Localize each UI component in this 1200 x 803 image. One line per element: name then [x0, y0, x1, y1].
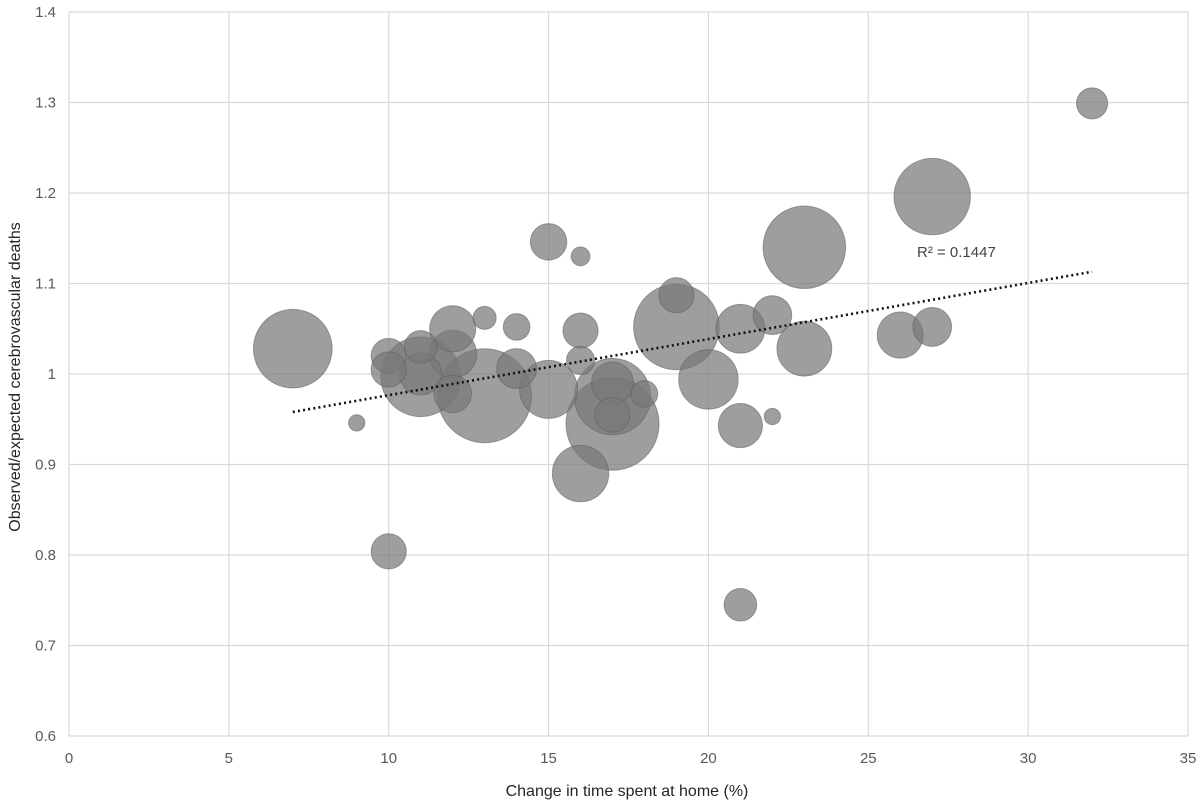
y-tick-label: 0.9 — [35, 457, 56, 474]
bubble-point — [717, 403, 763, 449]
bubble-point — [348, 414, 366, 432]
bubble-point — [630, 380, 659, 408]
x-tick-label: 25 — [860, 750, 877, 767]
y-tick-label: 0.6 — [35, 728, 56, 745]
x-tick-label: 5 — [225, 750, 233, 767]
bubble-point — [1075, 87, 1109, 120]
bubble-point — [776, 320, 833, 377]
tick-labels: 0 5 10 15 20 25 30 35 0.6 0.7 0.8 0.9 1 1.1 1.2 1.3 1.4 — [35, 4, 1196, 767]
y-tick-label: 1 — [48, 366, 56, 383]
bubble-point — [496, 348, 538, 390]
bubble-point — [570, 246, 591, 267]
bubble-point — [252, 308, 333, 389]
bubble-point — [551, 444, 610, 503]
bubble-point — [762, 205, 847, 290]
y-tick-label: 1.2 — [35, 185, 56, 202]
bubble-point — [893, 157, 971, 236]
x-tick-label: 10 — [380, 750, 397, 767]
x-tick-label: 35 — [1180, 750, 1197, 767]
bubble-point — [370, 351, 407, 388]
bubble-point — [678, 349, 739, 410]
bubble-point — [562, 312, 599, 349]
y-axis-title: Observed/expected cerebrovascular deaths — [7, 222, 24, 532]
y-tick-label: 0.8 — [35, 547, 56, 564]
y-tick-label: 1.4 — [35, 4, 56, 21]
bubble-point — [429, 305, 477, 353]
bubble-point — [502, 313, 531, 341]
x-tick-label: 30 — [1020, 750, 1037, 767]
x-axis-title: Change in time spent at home (%) — [506, 783, 749, 800]
bubble-point — [723, 587, 758, 622]
trendline — [292, 270, 1093, 414]
bubble-point — [763, 407, 782, 426]
bubble-point — [433, 374, 472, 414]
y-tick-label: 1.3 — [35, 95, 56, 112]
bubble-point — [370, 533, 407, 570]
y-tick-label: 1.1 — [35, 276, 56, 293]
bubble-point — [912, 307, 953, 347]
bubble-point — [594, 396, 631, 433]
r-squared-label: R² = 0.1447 — [917, 244, 996, 261]
bubble-point — [403, 330, 438, 364]
bubble-point — [752, 295, 793, 336]
y-tick-label: 0.7 — [35, 638, 56, 655]
bubble-point — [529, 223, 568, 261]
bubble-point — [658, 277, 695, 314]
bubbles — [252, 87, 1109, 622]
x-tick-label: 20 — [700, 750, 717, 767]
x-tick-label: 0 — [65, 750, 73, 767]
bubble-point — [472, 305, 497, 330]
trendline-group: R² = 0.1447 — [292, 244, 1093, 414]
x-tick-label: 15 — [540, 750, 557, 767]
